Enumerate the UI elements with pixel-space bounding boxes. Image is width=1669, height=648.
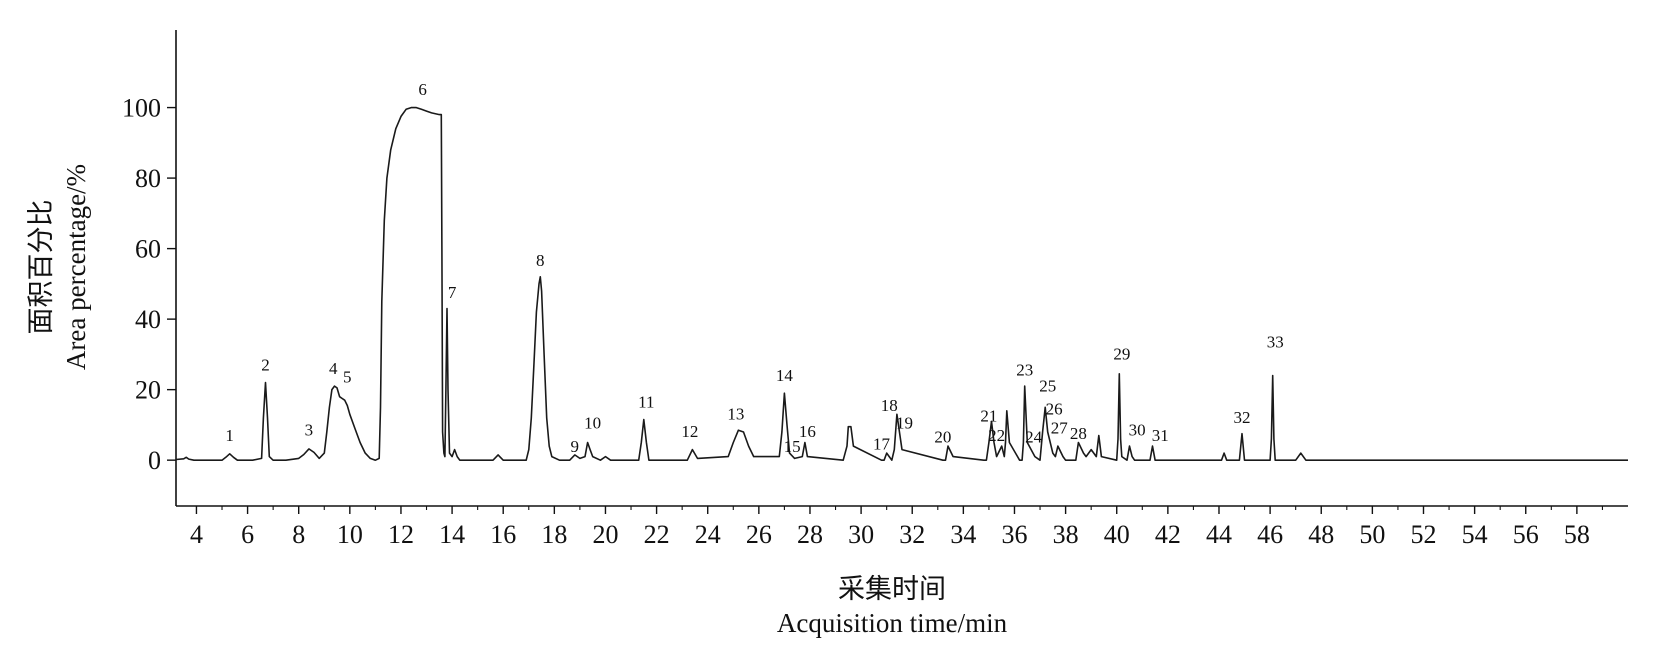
- peak-label: 14: [776, 366, 794, 385]
- x-tick-label: 56: [1513, 520, 1539, 549]
- x-tick-label: 20: [592, 520, 618, 549]
- peak-label: 25: [1039, 376, 1056, 395]
- peak-label: 13: [727, 405, 744, 424]
- x-tick-label: 12: [388, 520, 414, 549]
- x-tick-label: 58: [1564, 520, 1590, 549]
- x-tick-label: 8: [292, 520, 305, 549]
- peak-label: 18: [881, 396, 898, 415]
- x-tick-label: 54: [1462, 520, 1488, 549]
- peak-label: 15: [784, 437, 801, 456]
- peak-label: 7: [448, 283, 457, 302]
- x-tick-label: 30: [848, 520, 874, 549]
- x-tick-label: 42: [1155, 520, 1181, 549]
- peak-label: 3: [305, 420, 314, 439]
- y-tick-label: 40: [135, 305, 161, 334]
- ticks: 4 6 8 10 12 14 16 18 20 22 24 26 28 30 32 34 36 38 40 42 44 4…: [122, 94, 1603, 549]
- peak-label: 9: [571, 437, 580, 456]
- peak-label: 28: [1070, 424, 1087, 443]
- peak-label: 20: [934, 428, 951, 447]
- peak-label: 31: [1152, 426, 1169, 445]
- peak-label: 4: [329, 359, 338, 378]
- x-tick-label: 6: [241, 520, 254, 549]
- peak-label: 2: [261, 355, 270, 374]
- chromatogram-trace: [175, 106, 1628, 462]
- x-tick-label: 46: [1257, 520, 1283, 549]
- x-tick-label: 28: [797, 520, 823, 549]
- x-tick-label: 32: [899, 520, 925, 549]
- x-tick-label: 10: [337, 520, 363, 549]
- series: [175, 106, 1628, 462]
- y-tick-label: 20: [135, 376, 161, 405]
- peak-label: 6: [418, 80, 427, 99]
- peak-label: 11: [638, 392, 654, 411]
- x-tick-label: 22: [644, 520, 670, 549]
- x-tick-label: 14: [439, 520, 465, 549]
- peak-label: 24: [1025, 428, 1043, 447]
- peak-label: 27: [1051, 419, 1069, 438]
- x-tick-label: 52: [1410, 520, 1436, 549]
- x-tick-label: 24: [695, 520, 721, 549]
- x-tick-label: 48: [1308, 520, 1334, 549]
- y-tick-label: 60: [135, 235, 161, 264]
- peak-label: 23: [1016, 361, 1033, 380]
- peak-label: 33: [1267, 332, 1284, 351]
- x-tick-label: 34: [950, 520, 976, 549]
- y-tick-label: 80: [135, 164, 161, 193]
- peak-label: 17: [873, 435, 891, 454]
- peak-label: 5: [343, 368, 352, 387]
- x-tick-label: 4: [190, 520, 203, 549]
- x-axis-title-english: Acquisition time/min: [777, 608, 1008, 638]
- x-axis-title-chinese: 采集时间: [838, 574, 946, 604]
- x-tick-label: 44: [1206, 520, 1232, 549]
- x-tick-label: 40: [1104, 520, 1130, 549]
- y-tick-label: 0: [148, 446, 161, 475]
- peak-label: 19: [896, 413, 913, 432]
- y-axis-title-english: Area percentage/%: [61, 164, 91, 370]
- x-tick-label: 38: [1053, 520, 1079, 549]
- peak-label: 26: [1046, 399, 1063, 418]
- peak-label: 10: [584, 413, 601, 432]
- x-tick-label: 18: [541, 520, 567, 549]
- x-tick-label: 16: [490, 520, 516, 549]
- peak-label: 12: [681, 422, 698, 441]
- axes: [175, 30, 1628, 507]
- y-tick-label: 100: [122, 94, 161, 123]
- peak-label: 32: [1233, 408, 1250, 427]
- peak-label: 16: [799, 422, 816, 441]
- y-axis-title-chinese: 面积百分比: [26, 200, 56, 335]
- peak-label: 21: [980, 406, 997, 425]
- x-tick-label: 26: [746, 520, 772, 549]
- peak-label: 29: [1113, 345, 1130, 364]
- peak-label: 1: [225, 426, 234, 445]
- peak-label: 22: [988, 426, 1005, 445]
- x-tick-label: 50: [1359, 520, 1385, 549]
- peak-label: 30: [1129, 420, 1146, 439]
- x-tick-label: 36: [1001, 520, 1027, 549]
- peak-label: 8: [536, 251, 545, 270]
